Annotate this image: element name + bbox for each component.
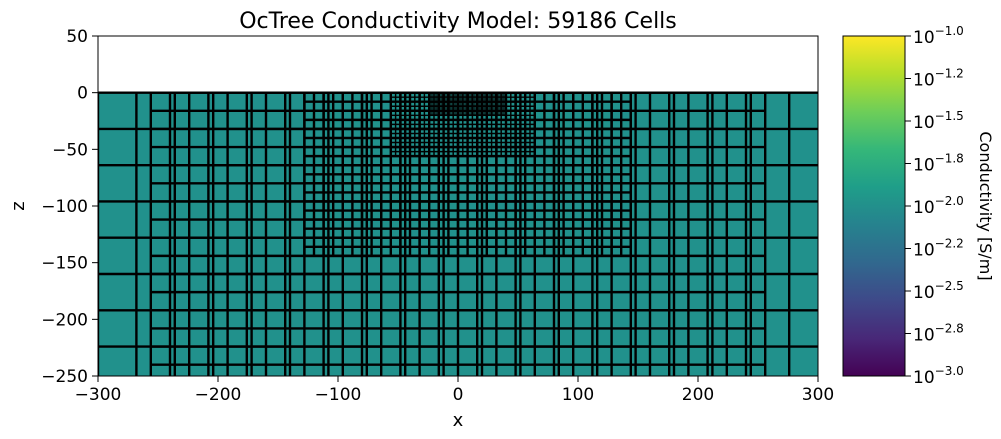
x-tick-label: −100 [315, 385, 362, 405]
colorbar-tick-label: 10−1.8 [913, 152, 964, 176]
refinement-level-4 [428, 92, 507, 116]
colorbar-tick-label: 10−1.0 [913, 24, 964, 48]
x-tick-label: −200 [195, 385, 242, 405]
colorbar-label: Conductivity [S/m] [976, 131, 995, 280]
y-tick-label: −50 [52, 140, 88, 160]
colorbar-tick-label: 10−1.2 [913, 67, 964, 91]
y-axis-label: z [8, 201, 29, 210]
y-tick-label: −100 [41, 197, 88, 217]
y-tick-label: 50 [66, 27, 88, 47]
x-tick-label: 100 [562, 385, 594, 405]
colorbar-tick-label: 10−2.2 [913, 237, 964, 261]
x-axis: −300 −200 −100 0 100 200 300 [75, 376, 834, 405]
y-tick-label: −250 [41, 367, 88, 387]
x-tick-label: 0 [453, 385, 464, 405]
plot-area [97, 35, 819, 377]
y-axis: −250 −200 −150 −100 −50 0 50 [41, 27, 98, 387]
colorbar-tick-label: 10−2.5 [913, 279, 964, 303]
colorbar-ticks: 10−1.0 10−1.2 10−1.5 10−1.8 10−2.0 10−2.2 10−2… [905, 24, 964, 388]
colorbar: 10−1.0 10−1.2 10−1.5 10−1.8 10−2.0 10−2.2 10−2… [842, 24, 995, 388]
colorbar-tick-label: 10−3.0 [913, 364, 964, 388]
x-tick-label: 300 [802, 385, 834, 405]
colorbar-tick-label: 10−2.0 [913, 194, 964, 218]
mesh-edges-level-4 [428, 92, 507, 116]
octree-mesh [98, 91, 818, 376]
chart-title: OcTree Conductivity Model: 59186 Cells [239, 9, 677, 34]
y-tick-label: −200 [41, 310, 88, 330]
colorbar-fill [842, 35, 906, 377]
colorbar-tick-label: 10−2.8 [913, 322, 964, 346]
y-tick-label: 0 [77, 84, 88, 104]
x-tick-label: 200 [682, 385, 714, 405]
colorbar-tick-label: 10−1.5 [913, 109, 964, 133]
x-tick-label: −300 [75, 385, 122, 405]
y-tick-label: −150 [41, 254, 88, 274]
x-axis-label: x [453, 410, 464, 431]
